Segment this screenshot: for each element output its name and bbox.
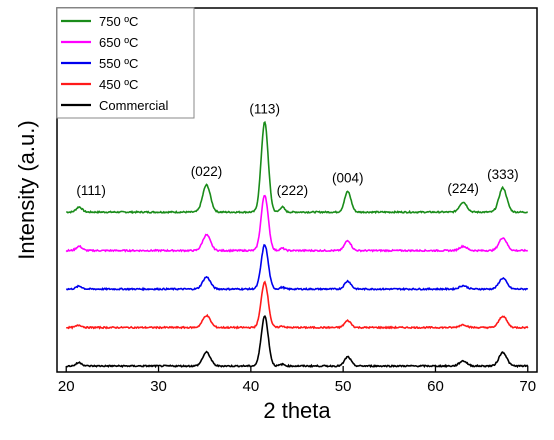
legend: 750 ºC 650 ºC 550 ºC 450 ºC Commercial — [56, 7, 195, 119]
series-line-4 — [65, 315, 529, 369]
peak-label: (022) — [191, 164, 223, 179]
y-axis-title: Intensity (a.u.) — [14, 120, 39, 259]
legend-label: 650 ºC — [99, 35, 138, 50]
legend-label: 450 ºC — [99, 77, 138, 92]
x-tick-label: 60 — [427, 378, 444, 395]
x-tick-label: 30 — [150, 378, 167, 395]
x-tick-label: 20 — [58, 378, 75, 395]
peak-label: (004) — [332, 171, 364, 186]
series-line-3 — [65, 280, 529, 330]
peak-label: (111) — [76, 183, 106, 198]
legend-label: Commercial — [99, 98, 168, 113]
legend-label: 750 ºC — [99, 14, 138, 29]
peak-label: (333) — [487, 167, 519, 182]
x-tick-label: 40 — [243, 378, 260, 395]
x-axis-title: 2 theta — [263, 398, 331, 423]
series-line-1 — [65, 194, 529, 253]
series-line-2 — [65, 243, 529, 292]
peak-labels: (111) (022) (113) (222) (004) (224) (333) — [76, 101, 518, 198]
series-line-0 — [66, 120, 528, 215]
peak-label: (224) — [447, 181, 479, 196]
peak-label: (113) — [249, 101, 280, 116]
x-tick-label: 50 — [335, 378, 352, 395]
series-layer — [65, 120, 529, 369]
x-tick-label: 70 — [519, 378, 536, 395]
x-axis-ticks: 20 30 40 50 60 70 — [58, 366, 536, 395]
legend-label: 550 ºC — [99, 56, 138, 71]
peak-label: (222) — [277, 183, 309, 198]
plot-frame — [56, 7, 538, 373]
